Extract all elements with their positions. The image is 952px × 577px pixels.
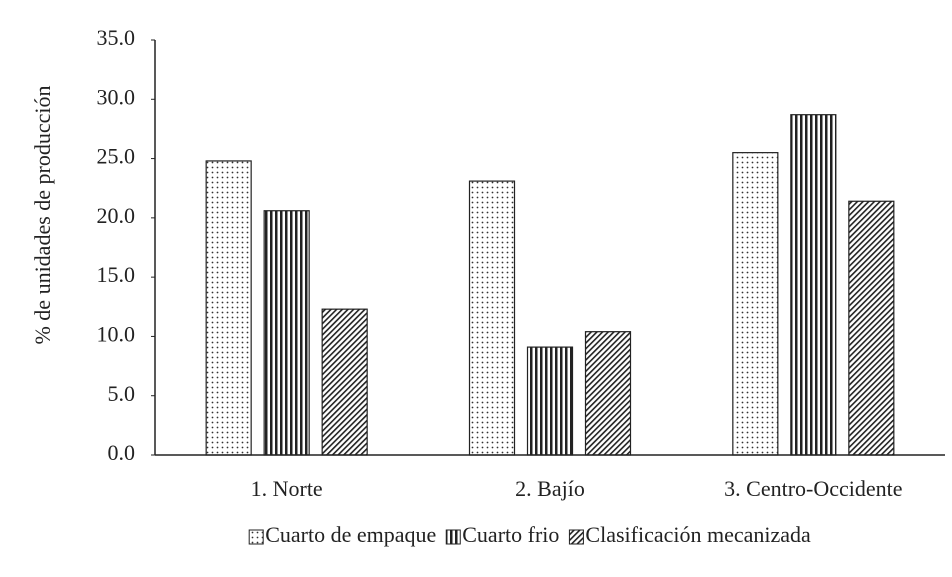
legend-label: Cuarto de empaque <box>265 522 436 547</box>
bar <box>205 160 252 456</box>
x-tick-label: 3. Centro-Occidente <box>724 476 902 501</box>
legend-swatch <box>445 529 461 545</box>
bar <box>526 346 574 456</box>
y-tick-label: 5.0 <box>108 381 136 406</box>
y-tick-label: 20.0 <box>97 203 136 228</box>
legend-label: Clasificación mecanizada <box>585 522 811 547</box>
bar <box>263 210 310 456</box>
legend-swatch <box>568 529 584 545</box>
legend-label: Cuarto frio <box>462 522 559 547</box>
x-tick-label: 1. Norte <box>251 476 323 501</box>
bar <box>468 180 516 456</box>
bar <box>790 114 837 456</box>
bar <box>732 152 779 456</box>
y-tick-label: 30.0 <box>97 84 136 109</box>
x-tick-label: 2. Bajío <box>515 476 585 501</box>
bar <box>848 200 895 456</box>
y-tick-label: 25.0 <box>97 144 136 169</box>
y-tick-label: 35.0 <box>97 25 136 50</box>
y-axis-label: % de unidades de producción <box>30 85 55 344</box>
y-tick-label: 0.0 <box>108 440 136 465</box>
bar <box>584 331 632 456</box>
y-tick-label: 15.0 <box>97 262 136 287</box>
bar <box>321 308 368 456</box>
legend-swatch <box>248 529 264 545</box>
y-tick-label: 10.0 <box>97 321 136 346</box>
